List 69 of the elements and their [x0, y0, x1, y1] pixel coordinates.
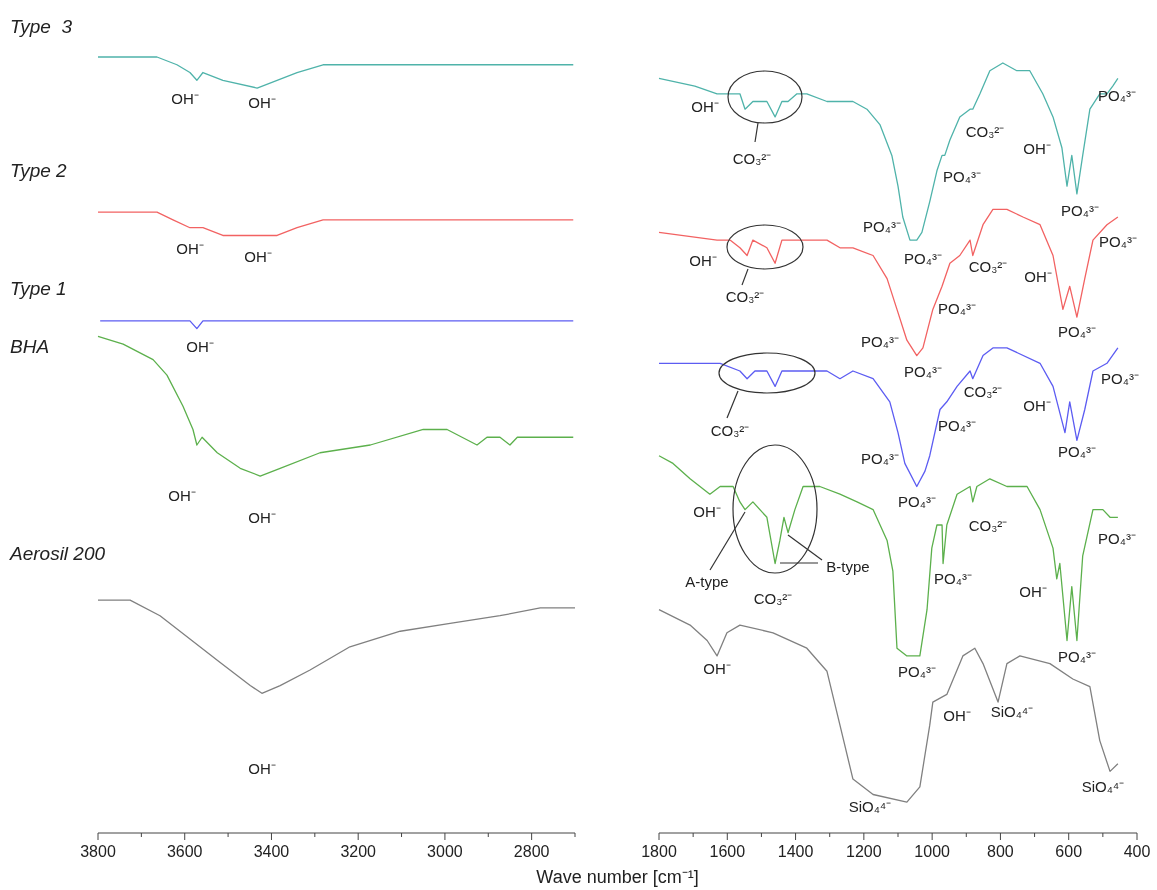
series-label: Aerosil 200	[9, 543, 106, 565]
annotation: B-type	[826, 557, 870, 575]
series-label: Type 3	[10, 16, 73, 38]
x-tick-label: 3200	[340, 843, 377, 860]
annotation: OH⁻	[1024, 267, 1052, 285]
annotation: OH⁻	[186, 337, 214, 355]
annotation: OH⁻	[689, 251, 717, 269]
x-tick-label: 1800	[641, 843, 677, 860]
annotation: PO₄³⁻	[1099, 232, 1137, 250]
annotation: A-type	[685, 572, 729, 590]
annotation: PO₄³⁻	[934, 569, 972, 587]
annotation: OH⁻	[244, 247, 272, 265]
annotation: PO₄³⁻	[1061, 201, 1099, 219]
annotation: PO₄³⁻	[1058, 322, 1096, 340]
annotation: OH⁻	[171, 89, 199, 107]
text: BHA	[10, 336, 50, 358]
annotation: PO₄³⁻	[1098, 529, 1136, 547]
annotation: PO₄³⁻	[904, 249, 942, 267]
annotation: OH⁻	[248, 759, 276, 777]
x-tick-label: 3600	[166, 843, 203, 860]
annotation: PO₄³⁻	[943, 167, 981, 185]
x-tick-label: 3400	[253, 843, 290, 860]
annotation: CO₃²⁻	[968, 257, 1008, 275]
annotation: OH⁻	[176, 239, 204, 257]
annotation: OH⁻	[1023, 139, 1051, 157]
annotation: OH⁻	[943, 706, 971, 724]
annotation: SiO₄⁴⁻	[1081, 777, 1125, 795]
annotation: SiO₄⁴⁻	[990, 702, 1034, 720]
annotation: OH⁻	[248, 93, 276, 111]
annotation: OH⁻	[168, 486, 196, 504]
annotation: PO₄³⁻	[938, 416, 976, 434]
annotation: OH⁻	[703, 659, 731, 677]
annotation: OH⁻	[1023, 396, 1051, 414]
annotation: CO₃²⁻	[963, 382, 1003, 400]
annotation: PO₄³⁻	[1101, 369, 1139, 387]
text: Type 1	[10, 278, 67, 300]
x-tick-label: 400	[1123, 843, 1151, 860]
annotation: CO₃²⁻	[710, 421, 750, 439]
annotation: CO₃²⁻	[968, 516, 1008, 534]
annotation: PO₄³⁻	[1098, 86, 1136, 104]
x-tick-label: 3800	[80, 843, 116, 860]
annotation: CO₃²⁻	[725, 287, 765, 305]
x-tick-label: 1600	[709, 843, 746, 860]
text: Type 2	[10, 160, 68, 182]
annotation: PO₄³⁻	[904, 362, 942, 380]
x-tick-label: 1200	[846, 843, 882, 860]
annotation: PO₄³⁻	[863, 217, 901, 235]
annotation: PO₄³⁻	[861, 332, 899, 350]
annotation: OH⁻	[693, 502, 721, 520]
annotation: CO₃²⁻	[732, 149, 772, 167]
annotation: OH⁻	[248, 508, 276, 526]
annotation: OH⁻	[1019, 582, 1047, 600]
annotation: CO₃²⁻	[965, 122, 1005, 140]
annotation: OH⁻	[691, 97, 719, 115]
annotation: PO₄³⁻	[898, 662, 936, 680]
x-tick-label: 2800	[513, 843, 550, 860]
x-tick-label: 3000	[427, 843, 463, 860]
x-tick-label: 600	[1055, 843, 1083, 860]
annotation: PO₄³⁻	[938, 299, 976, 317]
annotation: SiO₄⁴⁻	[848, 797, 892, 815]
annotation: PO₄³⁻	[1058, 442, 1096, 460]
x-tick-label: 1000	[914, 843, 951, 860]
annotation: PO₄³⁻	[1058, 647, 1096, 665]
annotation: CO₃²⁻	[753, 589, 793, 607]
x-axis-title: Wave number [cm⁻¹]	[536, 867, 699, 887]
x-tick-label: 1400	[777, 843, 814, 860]
annotation: PO₄³⁻	[861, 449, 899, 467]
annotation: PO₄³⁻	[898, 492, 936, 510]
x-tick-label: 800	[987, 843, 1014, 860]
